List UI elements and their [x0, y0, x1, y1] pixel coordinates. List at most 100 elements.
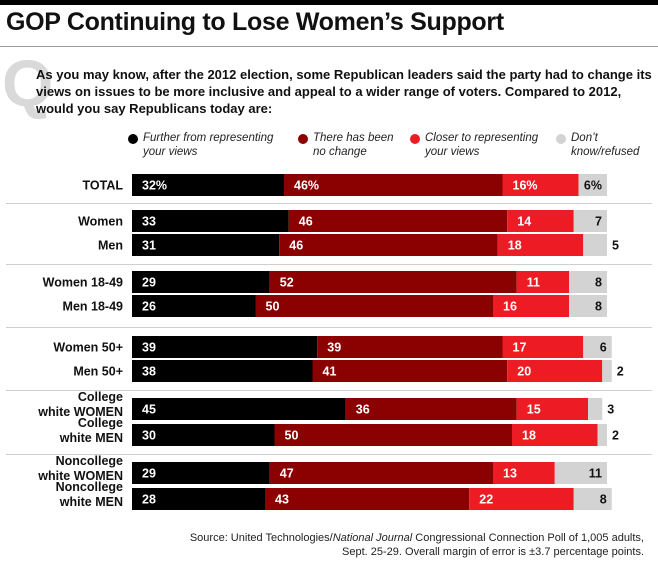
bar-segment-further: [132, 234, 280, 256]
bar-segment-no-change: [288, 210, 508, 232]
bar-segment-closer: [493, 462, 555, 484]
data-label-closer: 11: [527, 276, 540, 290]
bar-segment-dont-know: [602, 360, 612, 382]
chart-title: GOP Continuing to Lose Women’s Support: [6, 8, 504, 36]
data-label-further: 29: [142, 467, 156, 481]
data-label-dont-know: 8: [595, 300, 602, 314]
bar-segment-closer: [516, 398, 588, 420]
bar-segment-no-change: [279, 234, 498, 256]
data-label-no-change: 50: [266, 300, 280, 314]
data-label-further: 29: [142, 276, 156, 290]
data-label-dont-know: 8: [600, 493, 607, 507]
bar-segment-further: [132, 210, 289, 232]
top-rule: [0, 0, 658, 5]
bar-segment-no-change: [269, 462, 493, 484]
bar-segment-dont-know: [573, 210, 607, 232]
bar-segment-further: [132, 174, 284, 196]
data-label-no-change: 39: [327, 341, 341, 355]
bar-segment-further: [132, 295, 256, 317]
category-label: Noncollege: [56, 480, 123, 494]
data-label-no-change: 52: [280, 276, 294, 290]
legend-item-further: Further from representing your views: [128, 131, 288, 163]
bar-segment-further: [132, 398, 346, 420]
data-label-further: 32%: [142, 179, 167, 193]
category-label: Noncollege: [56, 454, 123, 468]
survey-question: As you may know, after the 2012 election…: [36, 67, 652, 116]
data-label-no-change: 46: [289, 239, 303, 253]
category-label: Men: [98, 239, 123, 253]
bar-segment-closer: [493, 295, 569, 317]
data-label-closer: 16: [503, 300, 517, 314]
source-suffix: Congressional Connection Poll of 1,005 a…: [342, 532, 644, 558]
bar-segment-closer: [516, 271, 569, 293]
data-label-closer: 18: [508, 239, 522, 253]
data-label-closer: 18: [522, 429, 536, 443]
bar-segment-closer: [512, 424, 598, 446]
legend-swatch-closer: [410, 134, 420, 144]
data-label-closer: 22: [479, 493, 493, 507]
data-label-further: 33: [142, 215, 156, 229]
bar-segment-further: [132, 360, 313, 382]
category-label: white MEN: [59, 495, 123, 509]
legend-swatch-no-change: [298, 134, 308, 144]
data-label-dont-know: 2: [612, 429, 619, 443]
source-note: Source: United Technologies/National Jou…: [184, 531, 644, 559]
data-label-further: 31: [142, 239, 156, 253]
bar-segment-no-change: [265, 488, 470, 510]
bar-segment-closer: [507, 210, 574, 232]
data-label-dont-know: 6: [600, 341, 607, 355]
title-divider: [0, 46, 658, 47]
data-label-dont-know: 5: [612, 239, 619, 253]
data-label-further: 45: [142, 403, 156, 417]
legend-item-dont-know: Don’t know/refused: [556, 131, 656, 163]
data-label-closer: 15: [527, 403, 541, 417]
data-label-no-change: 43: [275, 493, 289, 507]
category-label: Women 18-49: [43, 276, 123, 290]
category-label: College: [78, 390, 123, 404]
bar-segment-further: [132, 336, 318, 358]
data-label-no-change: 46%: [294, 179, 319, 193]
source-publication: National Journal: [332, 532, 413, 544]
legend-swatch-dont-know: [556, 134, 566, 144]
category-label: TOTAL: [82, 179, 123, 193]
bar-segment-no-change: [284, 174, 503, 196]
data-label-dont-know: 2: [617, 365, 624, 379]
category-label: white WOMEN: [37, 469, 123, 483]
data-label-no-change: 36: [356, 403, 370, 417]
bar-segment-no-change: [317, 336, 503, 358]
legend-label-no-change: There has been no change: [313, 132, 394, 158]
bar-segment-closer: [502, 336, 584, 358]
data-label-closer: 14: [517, 215, 531, 229]
data-label-further: 30: [142, 429, 156, 443]
bar-segment-no-change: [274, 424, 512, 446]
data-label-dont-know: 6%: [584, 179, 602, 193]
data-label-closer: 20: [517, 365, 531, 379]
category-label: white MEN: [59, 431, 123, 445]
bar-segment-dont-know: [573, 488, 612, 510]
bar-segment-closer: [507, 360, 603, 382]
bar-segment-further: [132, 488, 265, 510]
category-label: College: [78, 416, 123, 430]
bar-segment-dont-know: [583, 234, 607, 256]
data-label-no-change: 47: [280, 467, 294, 481]
legend-item-closer: Closer to representing your views: [410, 131, 545, 163]
legend-label-further: Further from representing your views: [143, 132, 274, 158]
bar-segment-closer: [469, 488, 574, 510]
data-label-no-change: 41: [323, 365, 337, 379]
legend-label-dont-know: Don’t know/refused: [571, 132, 640, 158]
bar-segment-further: [132, 271, 270, 293]
category-label: white WOMEN: [37, 405, 123, 419]
legend-label-closer: Closer to representing your views: [425, 132, 539, 158]
data-label-no-change: 50: [285, 429, 299, 443]
bar-segment-dont-know: [569, 271, 607, 293]
data-label-dont-know: 8: [595, 276, 602, 290]
category-label: Men 18-49: [63, 300, 123, 314]
bar-segment-no-change: [345, 398, 517, 420]
bar-segment-dont-know: [597, 424, 607, 446]
data-label-closer: 17: [513, 341, 527, 355]
category-label: Women: [78, 215, 123, 229]
data-label-no-change: 46: [299, 215, 313, 229]
data-label-further: 28: [142, 493, 156, 507]
bar-segment-dont-know: [569, 295, 607, 317]
